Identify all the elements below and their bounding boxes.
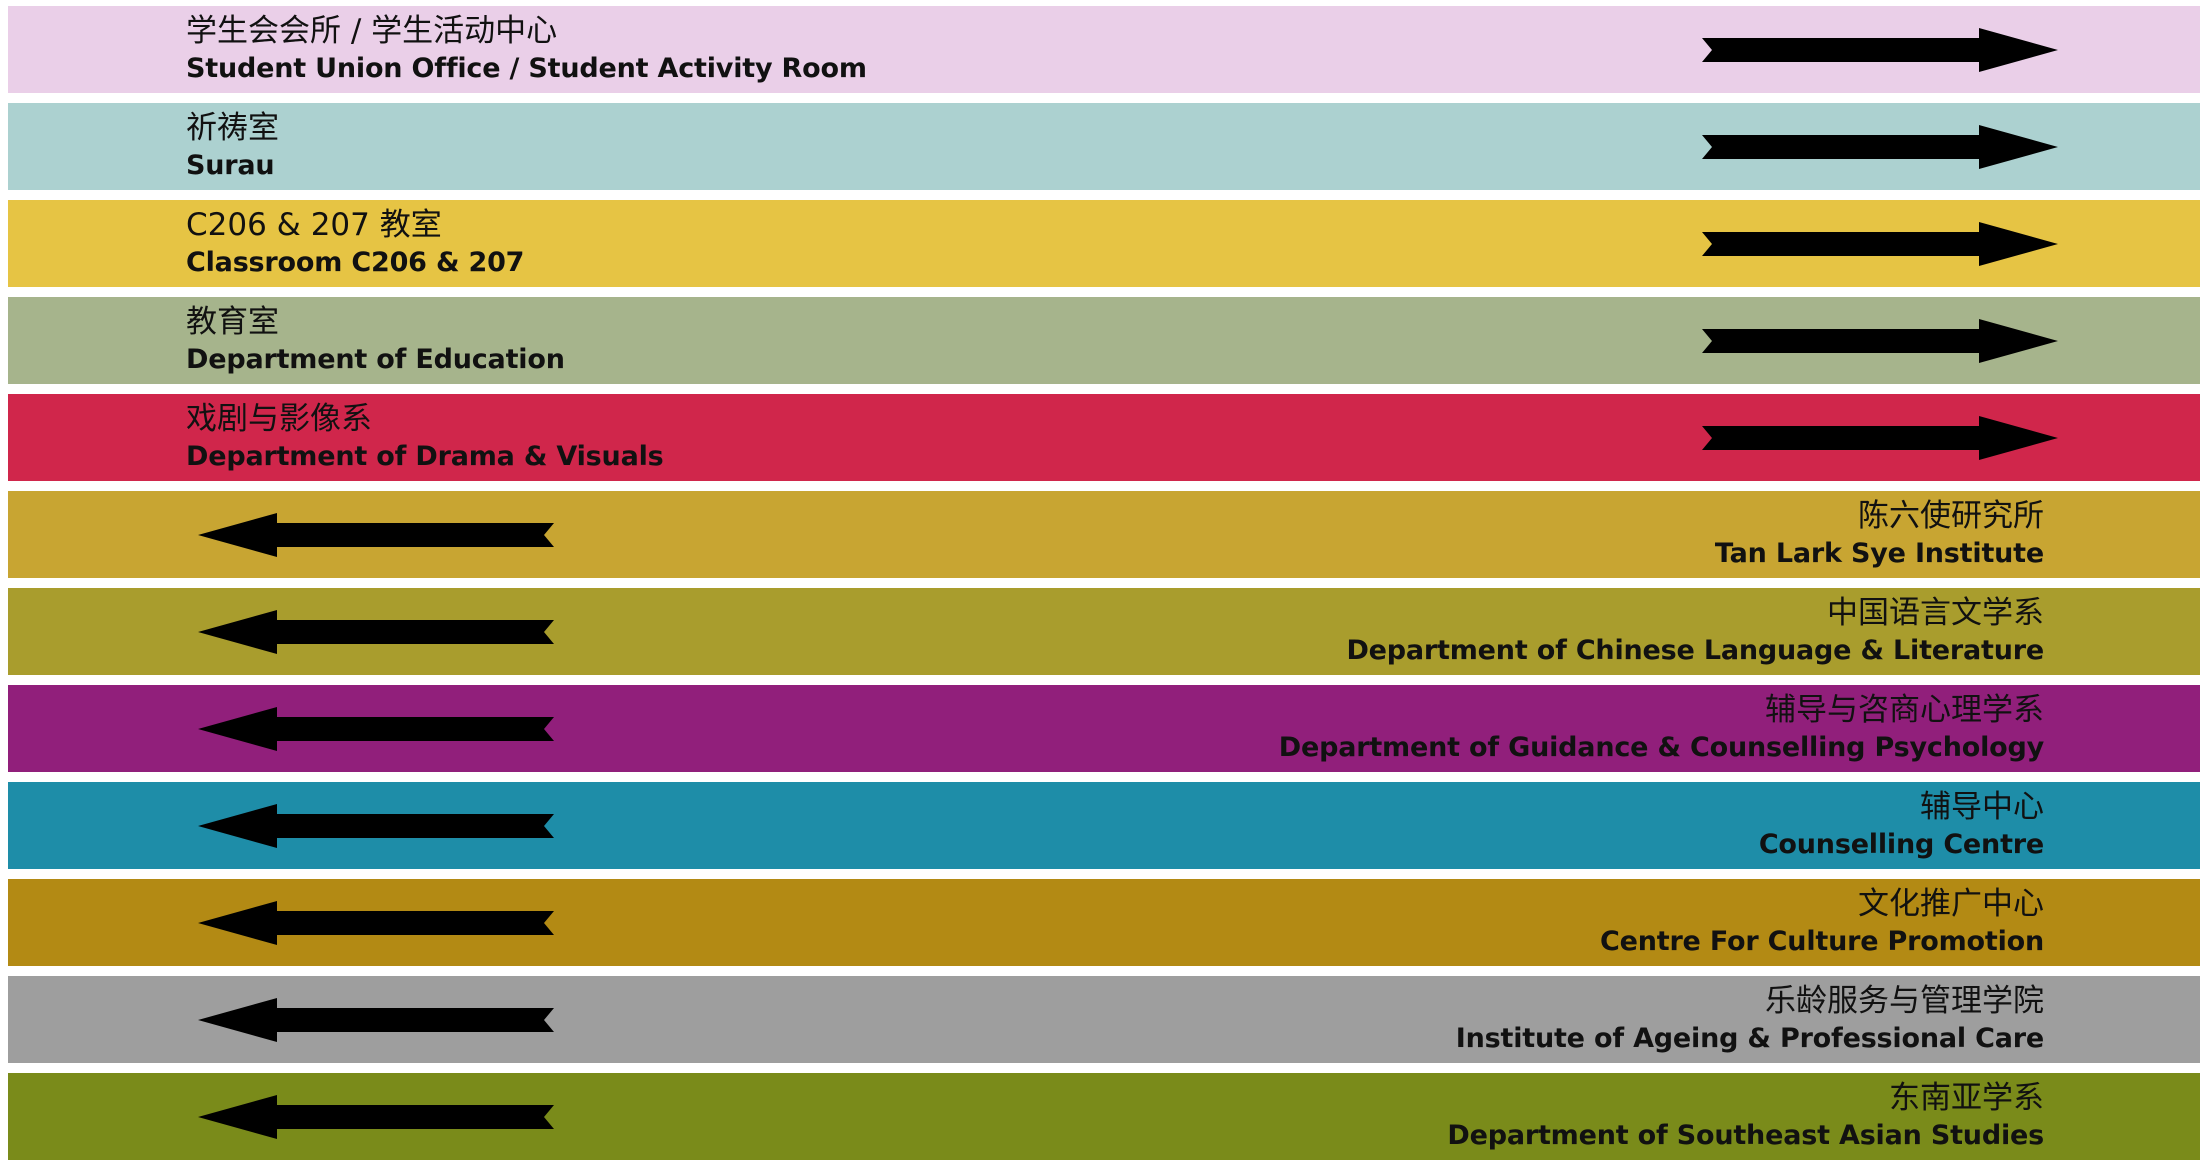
row-label: 东南亚学系 Department of Southeast Asian Stud… [1447,1079,2044,1155]
row-label-english: Counselling Centre [1758,829,2044,860]
row-label-english: Department of Chinese Language & Literat… [1346,635,2044,666]
sign-row-chinese-language-literature: 中国语言文学系 Department of Chinese Language &… [8,588,2200,675]
row-label: 陈六使研究所 Tan Lark Sye Institute [1715,497,2044,573]
row-label-chinese: 辅导与咨商心理学系 [1765,692,2044,728]
row-label-english: Department of Education [186,344,565,375]
row-label-english: Classroom C206 & 207 [186,247,525,278]
arrow-right-icon [1702,125,2058,169]
directory-sign: 学生会会所 / 学生活动中心 Student Union Office / St… [8,6,2200,1166]
row-label-english: Department of Southeast Asian Studies [1447,1120,2044,1151]
arrow-left-icon [198,804,554,848]
row-label-english: Department of Drama & Visuals [186,441,664,472]
sign-row-classroom-c206-207: C206 & 207 教室 Classroom C206 & 207 [8,200,2200,287]
sign-row-ageing-professional-care: 乐龄服务与管理学院 Institute of Ageing & Professi… [8,976,2200,1063]
row-label: 文化推广中心 Centre For Culture Promotion [1600,885,2044,961]
row-label: 乐龄服务与管理学院 Institute of Ageing & Professi… [1456,982,2044,1058]
row-label: C206 & 207 教室 Classroom C206 & 207 [186,206,524,282]
arrow-left-icon [198,513,554,557]
arrow-left-icon [198,901,554,945]
arrow-right-icon [1702,416,2058,460]
row-label-english: Department of Guidance & Counselling Psy… [1278,732,2044,763]
sign-row-tan-lark-sye-institute: 陈六使研究所 Tan Lark Sye Institute [8,491,2200,578]
row-label: 戏剧与影像系 Department of Drama & Visuals [186,400,664,476]
arrow-right-icon [1702,28,2058,72]
row-label-chinese: 文化推广中心 [1858,886,2044,922]
row-label-chinese: 中国语言文学系 [1827,595,2044,631]
sign-row-drama-visuals: 戏剧与影像系 Department of Drama & Visuals [8,394,2200,481]
row-label-english: Institute of Ageing & Professional Care [1455,1023,2044,1054]
sign-row-department-of-education: 教育室 Department of Education [8,297,2200,384]
row-label-chinese: 东南亚学系 [1889,1080,2044,1116]
row-label: 祈祷室 Surau [186,109,279,185]
row-label-chinese: 辅导中心 [1920,789,2044,825]
row-label-chinese: 戏剧与影像系 [186,401,372,437]
row-label-chinese: 祈祷室 [186,110,279,146]
row-label: 辅导与咨商心理学系 Department of Guidance & Couns… [1279,691,2044,767]
sign-row-guidance-counselling-psychology: 辅导与咨商心理学系 Department of Guidance & Couns… [8,685,2200,772]
row-label-english: Surau [186,150,275,181]
row-label: 中国语言文学系 Department of Chinese Language &… [1346,594,2044,670]
row-label-english: Centre For Culture Promotion [1599,926,2044,957]
sign-row-culture-promotion: 文化推广中心 Centre For Culture Promotion [8,879,2200,966]
row-label-chinese: 学生会会所 / 学生活动中心 [186,13,558,49]
row-label: 教育室 Department of Education [186,303,565,379]
row-label-chinese: 乐龄服务与管理学院 [1765,983,2044,1019]
sign-row-counselling-centre: 辅导中心 Counselling Centre [8,782,2200,869]
arrow-left-icon [198,707,554,751]
arrow-right-icon [1702,222,2058,266]
arrow-left-icon [198,998,554,1042]
row-label: 辅导中心 Counselling Centre [1759,788,2044,864]
arrow-right-icon [1702,319,2058,363]
row-label-chinese: C206 & 207 教室 [186,207,442,243]
sign-row-surau: 祈祷室 Surau [8,103,2200,190]
row-label-chinese: 教育室 [186,304,279,340]
row-label-english: Student Union Office / Student Activity … [186,53,867,84]
sign-row-student-union: 学生会会所 / 学生活动中心 Student Union Office / St… [8,6,2200,93]
arrow-left-icon [198,1095,554,1139]
row-label: 学生会会所 / 学生活动中心 Student Union Office / St… [186,12,867,88]
row-label-chinese: 陈六使研究所 [1858,498,2044,534]
sign-row-southeast-asian-studies: 东南亚学系 Department of Southeast Asian Stud… [8,1073,2200,1160]
arrow-left-icon [198,610,554,654]
row-label-english: Tan Lark Sye Institute [1714,538,2044,569]
